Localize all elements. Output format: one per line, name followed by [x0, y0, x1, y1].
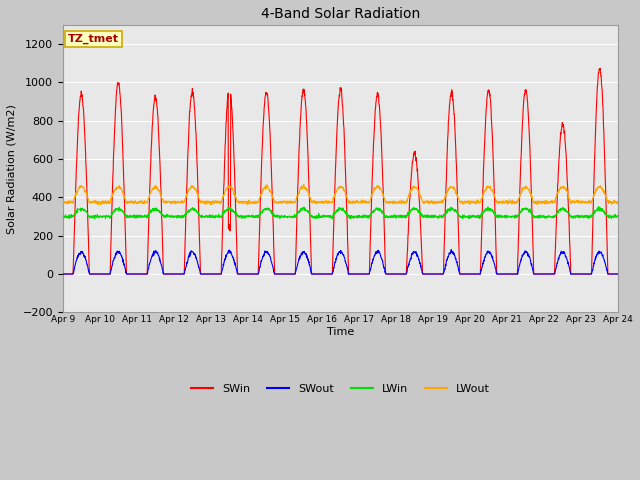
- LWin: [566, 211, 573, 216]
- Legend: SWin, SWout, LWin, LWout: SWin, SWout, LWin, LWout: [187, 380, 494, 399]
- LWin: [59, 213, 67, 219]
- LWout: [502, 199, 510, 205]
- LWout: [244, 202, 252, 207]
- SWout: [356, 271, 364, 277]
- SWin: [580, 271, 588, 277]
- LWin: [91, 216, 99, 222]
- SWout: [614, 271, 622, 277]
- LWin: [357, 215, 365, 220]
- LWin: [614, 214, 622, 219]
- SWin: [356, 271, 364, 277]
- LWin: [502, 214, 510, 219]
- SWout: [566, 265, 573, 271]
- LWout: [566, 197, 573, 203]
- SWout: [59, 271, 67, 277]
- SWin: [614, 271, 622, 277]
- SWout: [369, 258, 376, 264]
- SWin: [214, 271, 221, 277]
- LWout: [614, 198, 622, 204]
- LWin: [369, 209, 376, 215]
- LWout: [357, 200, 365, 206]
- SWin: [59, 271, 67, 277]
- LWout: [59, 199, 67, 204]
- Line: LWout: LWout: [63, 184, 618, 204]
- Text: TZ_tmet: TZ_tmet: [68, 34, 119, 44]
- Line: SWin: SWin: [63, 68, 618, 274]
- SWout: [581, 271, 589, 277]
- SWout: [502, 271, 510, 277]
- SWout: [214, 271, 221, 277]
- Title: 4-Band Solar Radiation: 4-Band Solar Radiation: [261, 7, 420, 21]
- Line: LWin: LWin: [63, 207, 618, 219]
- LWout: [369, 189, 377, 194]
- LWin: [595, 204, 602, 210]
- SWin: [565, 218, 573, 224]
- LWin: [214, 214, 221, 220]
- LWout: [300, 181, 308, 187]
- SWin: [369, 167, 376, 173]
- Line: SWout: SWout: [63, 250, 618, 274]
- LWin: [581, 214, 589, 219]
- SWout: [447, 247, 455, 252]
- SWin: [502, 271, 509, 277]
- Y-axis label: Solar Radiation (W/m2): Solar Radiation (W/m2): [7, 104, 17, 234]
- LWout: [214, 200, 221, 205]
- SWin: [596, 65, 604, 71]
- X-axis label: Time: Time: [327, 327, 354, 337]
- LWout: [581, 199, 589, 204]
